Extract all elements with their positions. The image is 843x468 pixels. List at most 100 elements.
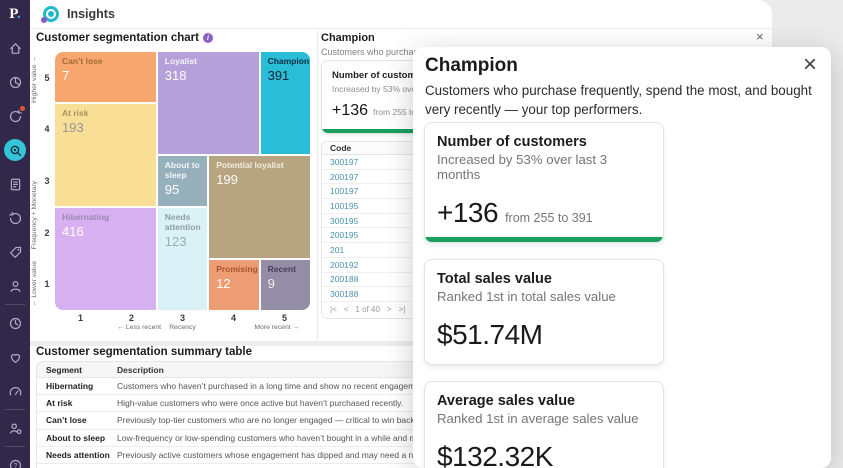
sidebar: P. ?	[0, 0, 30, 468]
segment-hibernating[interactable]: Hibernating 416	[55, 208, 156, 310]
sidebar-item-renewals[interactable]	[4, 207, 26, 229]
logo-letter: P	[9, 6, 18, 22]
info-icon[interactable]: i	[202, 33, 213, 43]
billing-icon	[8, 177, 23, 192]
modal-cards: Number of customers Increased by 53% over…	[424, 122, 664, 468]
y-tick: 2	[44, 227, 50, 238]
sidebar-item-help[interactable]: ?	[4, 454, 26, 468]
y-axis-ticks: 5 4 3 2 1	[40, 52, 54, 310]
segment-description-cell: Customers who haven’t purchased in a lon…	[117, 381, 430, 392]
segment-label: Promising	[216, 264, 258, 274]
segment-at-risk[interactable]: At risk 193	[55, 104, 156, 206]
table-row: About to sleep Low-frequency or low-spend…	[37, 430, 769, 447]
health-icon	[8, 350, 23, 365]
description-column-header: Description	[117, 364, 164, 375]
sidebar-divider	[5, 304, 25, 305]
segment-label: Recent	[267, 264, 296, 274]
notification-dot	[20, 106, 25, 111]
trend-bar	[425, 237, 663, 242]
performance-icon	[8, 384, 23, 399]
x-axis-ticks: 1 2 3 4 5	[55, 312, 310, 323]
code-cell[interactable]: 100197	[330, 186, 359, 197]
code-cell[interactable]: 200188	[330, 274, 359, 285]
next-page-button[interactable]: >	[386, 305, 392, 315]
segment-description-cell: Previously active customers whose engage…	[117, 449, 486, 460]
y-tick: 1	[44, 279, 50, 290]
code-cell[interactable]: 100195	[330, 200, 359, 211]
table-row: Hibernating Customers who haven’t purchas…	[37, 378, 769, 396]
segment-label: Loyalist	[164, 56, 197, 66]
segment-champion[interactable]: Champion 391	[260, 52, 310, 154]
sidebar-item-performance[interactable]	[4, 380, 26, 402]
code-cell[interactable]: 200195	[330, 230, 359, 241]
segment-potential-loyalist[interactable]: Potential loyalist 199	[209, 156, 310, 258]
metric-card: Number of customers Increased by 53% over…	[424, 122, 664, 243]
segment-detail-modal: Champion × Customers who purchase freque…	[413, 47, 831, 468]
code-cell[interactable]: 300197	[330, 156, 359, 167]
code-cell[interactable]: 200197	[330, 171, 359, 182]
segment-needs-attention[interactable]: Needs attention 123	[157, 208, 208, 310]
sidebar-item-history[interactable]	[4, 312, 26, 334]
sidebar-item-billing[interactable]	[4, 173, 26, 195]
metric-value-row: +136 from 255 to 391	[437, 197, 651, 229]
metric-value-note: from 255 to 391	[505, 211, 593, 225]
segment-name-cell: Hibernating	[46, 381, 94, 392]
sidebar-item-user-settings[interactable]	[4, 417, 26, 439]
sidebar-item-insights[interactable]	[4, 139, 26, 161]
x-axis-label: Recency	[169, 324, 196, 331]
code-cell[interactable]: 201	[330, 244, 345, 255]
app-logo[interactable]: P.	[9, 7, 21, 22]
vertical-divider	[317, 30, 318, 341]
segment-about-to-sleep[interactable]: About to sleep 95	[157, 156, 208, 206]
history-icon	[8, 316, 23, 331]
modal-title: Champion	[425, 55, 518, 76]
sidebar-item-campaigns[interactable]	[4, 241, 26, 263]
metric-title: Average sales value	[437, 393, 576, 409]
section-divider	[30, 341, 772, 346]
home-icon	[8, 41, 23, 56]
x-axis-right-caption: More recent →	[254, 324, 300, 331]
modal-close-icon[interactable]: ×	[802, 51, 817, 78]
code-cell[interactable]: 300195	[330, 215, 359, 226]
user-settings-icon	[8, 421, 23, 436]
x-tick: 2	[128, 312, 134, 323]
y-axis-label: Frequency + Monetary	[31, 181, 38, 250]
segment-loyalist[interactable]: Loyalist 318	[157, 52, 259, 154]
segment-recent[interactable]: Recent 9	[260, 260, 310, 310]
metric-value-row: +136 from 255 to 391	[332, 102, 655, 120]
segment-value: 123	[164, 233, 187, 249]
last-page-button[interactable]: >|	[398, 305, 406, 315]
insights-icon	[8, 143, 23, 158]
sidebar-item-health[interactable]	[4, 346, 26, 368]
sidebar-item-customers[interactable]	[4, 275, 26, 297]
segment-can-t-lose[interactable]: Can’t lose 7	[55, 52, 156, 102]
x-axis-left-caption: ← Less recent	[117, 324, 162, 331]
metric-value: +136	[332, 102, 369, 119]
sidebar-item-sync[interactable]	[4, 105, 26, 127]
first-page-button[interactable]: |<	[330, 305, 337, 315]
code-cell[interactable]: 300188	[330, 289, 359, 300]
segment-promising[interactable]: Promising 12	[209, 260, 259, 310]
metric-subtitle: Increased by 53% over last 3 months	[332, 84, 472, 94]
sidebar-item-analytics[interactable]	[4, 71, 26, 93]
y-axis-bottom-caption: ← Lower value	[31, 260, 38, 306]
segment-description-cell: Previously top-tier customers who are no…	[117, 415, 418, 426]
segment-value: 199	[216, 171, 238, 187]
segment-description-cell: Low-frequency or low-spending customers …	[117, 432, 473, 443]
prev-page-button[interactable]: <	[343, 305, 349, 315]
code-cell[interactable]: 200192	[330, 259, 359, 270]
campaigns-icon	[8, 245, 23, 260]
segment-label: Needs attention	[164, 212, 201, 232]
segment-value: 193	[62, 119, 84, 135]
customers-icon	[8, 279, 23, 294]
metric-subtitle: Ranked 1st in average sales value	[437, 411, 639, 426]
segment-panel-title: Champion	[321, 32, 375, 44]
sidebar-nav: ?	[4, 37, 26, 468]
panel-close-icon[interactable]: ×	[756, 29, 764, 44]
sidebar-item-home[interactable]	[4, 37, 26, 59]
page-title: Insights	[67, 7, 115, 21]
chart-title-row: Customer segmentation chart i	[36, 32, 213, 44]
summary-table-title: Customer segmentation summary table	[36, 346, 253, 358]
sidebar-divider	[5, 446, 25, 447]
segment-value: 416	[62, 223, 84, 239]
